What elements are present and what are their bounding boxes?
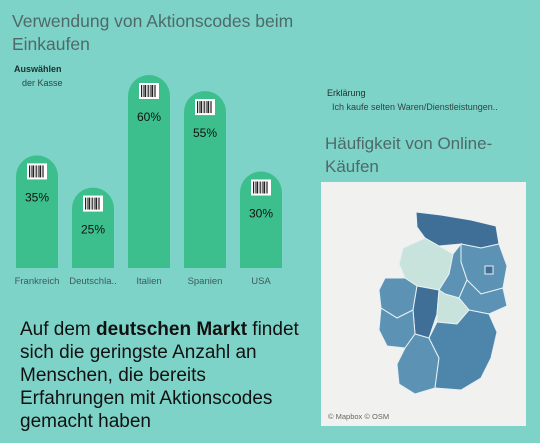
- barcode-icon: [195, 99, 215, 116]
- category-label: Frankreich: [15, 276, 60, 287]
- map-credit: © Mapbox © OSM: [328, 412, 390, 421]
- barcode-icon: [251, 179, 271, 196]
- filter-label: Auswählen: [14, 64, 62, 74]
- bar-value-label: 30%: [249, 207, 273, 221]
- bar-0[interactable]: [16, 155, 58, 268]
- bar-chart: 35% Frankreich 25% Deutschla.. 60% Italien 55%…: [15, 75, 282, 287]
- bar-2[interactable]: [128, 75, 170, 268]
- legend-value[interactable]: Ich kaufe selten Waren/Dienstleistungen.…: [332, 102, 498, 112]
- map-title: Häufigkeit von Online-Käufen: [325, 134, 493, 176]
- statement-pre: Auf dem: [20, 319, 97, 340]
- barcode-icon: [27, 163, 47, 180]
- barcode-icon: [83, 195, 103, 212]
- chart-title: Verwendung von Aktionscodes beim Einkauf…: [12, 11, 294, 54]
- region-sachsen[interactable]: [458, 279, 508, 315]
- bar-1[interactable]: [72, 187, 114, 268]
- category-label: Deutschla..: [69, 276, 117, 287]
- bar-value-label: 35%: [25, 190, 49, 204]
- bar-value-label: 25%: [81, 223, 105, 237]
- bar-value-label: 55%: [193, 126, 217, 140]
- category-label: Italien: [136, 276, 161, 287]
- region-berlin[interactable]: [484, 265, 494, 275]
- category-label: USA: [251, 276, 271, 287]
- map-svg: [321, 182, 526, 426]
- legend-label: Erklärung: [327, 88, 366, 98]
- statement-bold: deutschen Markt: [96, 319, 248, 340]
- statement-text: Auf dem deutschen Markt findet sich die …: [20, 318, 310, 433]
- barcode-icon: [139, 83, 159, 99]
- statement-post: findet sich die geringste Anzahl an Mens…: [20, 319, 299, 432]
- filter-value[interactable]: der Kasse: [22, 78, 63, 88]
- bar-4[interactable]: [240, 171, 282, 269]
- category-label: Spanien: [188, 276, 223, 287]
- region-bayern[interactable]: [428, 309, 498, 391]
- bar-value-label: 60%: [137, 110, 161, 124]
- germany-map[interactable]: © Mapbox © OSM: [321, 182, 526, 426]
- bar-3[interactable]: [184, 91, 226, 268]
